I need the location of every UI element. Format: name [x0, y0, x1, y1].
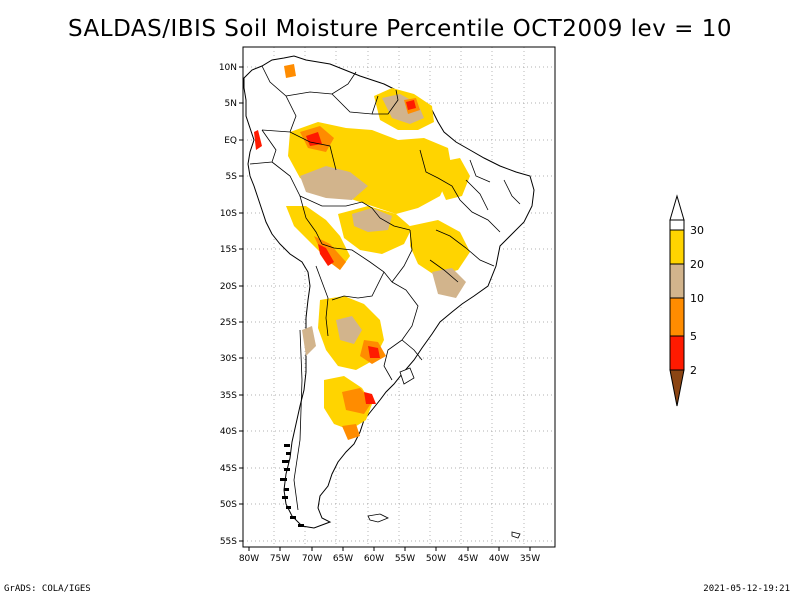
- lat-tick-label: 50S: [220, 500, 237, 510]
- lat-tick-label: 45S: [220, 464, 237, 474]
- shade-5-10-northwest: [284, 64, 296, 78]
- shade-20-30-northeast: [438, 158, 470, 200]
- shade-2-5-parana: [368, 346, 380, 358]
- shade-2-5-guiana: [406, 100, 416, 110]
- lat-tick-label: EQ: [224, 136, 237, 146]
- legend-label: 10: [690, 292, 704, 305]
- legend-box-above-30: [669, 219, 685, 231]
- south-america-landmass: [243, 55, 535, 529]
- lat-axis: 10N 5N EQ 5S 10S 15S 20S 25S 30S 35S 40S…: [219, 63, 243, 547]
- lon-tick-label: 75W: [270, 554, 290, 564]
- legend-label: 20: [690, 258, 704, 271]
- map-frame: [242, 46, 556, 548]
- islands: [367, 367, 521, 539]
- lon-axis: 80W 75W 70W 65W 60W 55W 50W 45W 40W 35W: [239, 547, 540, 564]
- shade-10-20-bolivia: [352, 208, 392, 232]
- lat-tick-label: 30S: [220, 354, 237, 364]
- legend-arrow-bottom: [669, 369, 685, 407]
- lat-tick-label: 5S: [226, 172, 238, 182]
- shade-10-20-pacific: [302, 326, 316, 356]
- footer-timestamp: 2021-05-12-19:21: [703, 584, 790, 594]
- shade-5-10-andes: [314, 236, 346, 270]
- shade-2-5-amazon: [306, 132, 322, 146]
- lon-tick-label: 70W: [302, 554, 322, 564]
- lon-tick-label: 60W: [364, 554, 384, 564]
- shade-10-20-amazon: [300, 166, 368, 200]
- legend-box-5-10: [669, 297, 685, 337]
- lat-tick-label: 10S: [220, 209, 237, 219]
- shade-5-10-patagonia: [342, 424, 360, 440]
- lat-tick-label: 10N: [219, 63, 237, 73]
- shade-10-20-southeast: [432, 268, 466, 298]
- shade-10-20-chaco: [336, 316, 362, 344]
- legend-box-20-30: [669, 229, 685, 265]
- lat-tick-label: 5N: [225, 99, 237, 109]
- shade-2-5-coast: [254, 130, 262, 150]
- lat-tick-label: 25S: [220, 318, 237, 328]
- lon-tick-label: 40W: [489, 554, 509, 564]
- legend-box-10-20: [669, 263, 685, 299]
- lat-tick-label: 55S: [220, 537, 237, 547]
- shade-2-5-pampas: [364, 392, 376, 404]
- shade-2-5-andes: [318, 244, 334, 266]
- legend-label: 30: [690, 224, 704, 237]
- percentile-shading: [254, 64, 470, 440]
- legend-label: 5: [690, 330, 697, 343]
- lat-tick-label: 40S: [220, 427, 237, 437]
- lon-tick-label: 80W: [239, 554, 259, 564]
- lon-tick-label: 50W: [426, 554, 446, 564]
- footer-credit: GrADS: COLA/IGES: [4, 584, 91, 594]
- lon-tick-label: 55W: [395, 554, 415, 564]
- chile-fjords: [280, 444, 304, 527]
- legend-arrow-top: [669, 194, 685, 221]
- color-legend: 30 20 10 5 2: [669, 194, 704, 407]
- legend-box-2-5: [669, 335, 685, 371]
- lon-tick-label: 35W: [520, 554, 540, 564]
- shade-20-30-brazil-central: [410, 220, 470, 276]
- lat-tick-label: 35S: [220, 391, 237, 401]
- map-title: SALDAS/IBIS Soil Moisture Percentile OCT…: [68, 16, 732, 42]
- lon-tick-label: 65W: [333, 554, 353, 564]
- lat-tick-label: 15S: [220, 245, 237, 255]
- lon-tick-label: 45W: [458, 554, 478, 564]
- country-boundaries: [249, 65, 521, 511]
- lat-tick-label: 20S: [220, 282, 237, 292]
- legend-label: 2: [690, 364, 697, 377]
